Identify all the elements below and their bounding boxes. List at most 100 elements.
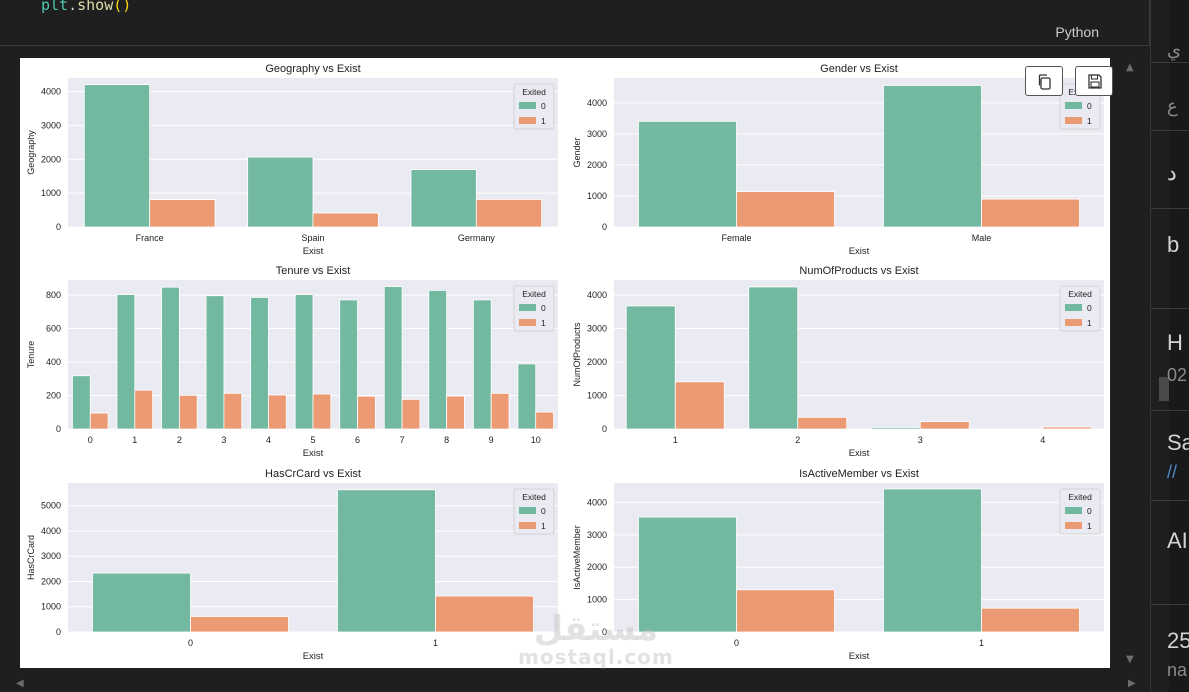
side-fragment[interactable]: 02 — [1167, 365, 1188, 385]
chart-title: IsActiveMember vs Exist — [799, 468, 919, 480]
bar — [736, 191, 835, 228]
x-tick-label: Spain — [301, 233, 324, 243]
legend-label: 0 — [541, 506, 546, 516]
cell-output-image: 0 1000 2000 3000 4000 France Spain Germany Geogr… — [20, 58, 1110, 668]
code-line[interactable]: plt.show() — [41, 0, 131, 14]
legend-label: 0 — [541, 101, 546, 111]
legend-swatch — [519, 319, 536, 326]
scroll-left-arrow-icon[interactable]: ◀ — [16, 678, 24, 689]
legend-label: 1 — [1087, 521, 1092, 531]
x-axis-label: Exist — [303, 651, 324, 662]
bar — [919, 421, 970, 430]
y-tick-label: 0 — [56, 627, 61, 637]
bar — [134, 389, 154, 430]
bar — [446, 395, 465, 430]
x-tick-label: 8 — [444, 435, 449, 445]
bar — [337, 489, 436, 633]
legend-label: 1 — [1087, 116, 1092, 126]
y-tick-label: 3000 — [587, 129, 607, 139]
copy-icon — [1038, 74, 1051, 90]
y-tick-label: 3000 — [41, 551, 61, 561]
y-axis-label: Geography — [26, 130, 36, 175]
bar — [357, 395, 376, 430]
x-tick-label: 3 — [221, 435, 226, 445]
y-axis-label: HasCrCard — [26, 535, 36, 580]
bar — [223, 392, 243, 430]
x-axis-label: Exist — [849, 651, 870, 662]
cell-language-label[interactable]: Python — [1055, 24, 1099, 40]
side-divider — [1151, 208, 1189, 209]
y-tick-label: 4000 — [587, 497, 607, 507]
output-horizontal-scrollbar[interactable]: ◀ ▶ — [0, 676, 1150, 692]
legend-label: 1 — [541, 116, 546, 126]
x-axis-label: Exist — [303, 246, 324, 257]
x-tick-label: 2 — [795, 435, 800, 445]
y-tick-label: 3000 — [41, 120, 61, 130]
side-fragment[interactable]: ي — [1167, 40, 1182, 60]
y-tick-label: 800 — [46, 290, 61, 300]
bar — [883, 85, 982, 228]
side-fragment[interactable]: ع — [1167, 96, 1178, 116]
side-fragment[interactable]: 25 — [1167, 628, 1189, 653]
side-panel-scroll-thumb[interactable] — [1159, 377, 1169, 401]
side-fragment[interactable]: b — [1167, 232, 1180, 257]
side-fragment[interactable]: AI — [1167, 528, 1188, 553]
side-fragment[interactable]: Sa — [1167, 430, 1189, 455]
y-tick-label: 3000 — [587, 324, 607, 334]
side-divider — [1151, 500, 1189, 501]
legend-title: Exited — [1068, 289, 1092, 299]
bar — [638, 516, 737, 633]
legend-swatch — [1065, 117, 1082, 124]
side-divider — [1151, 308, 1189, 309]
save-icon — [1088, 74, 1102, 89]
side-fragment[interactable]: na — [1167, 660, 1188, 680]
bar — [736, 589, 835, 633]
bar — [161, 286, 180, 430]
y-tick-label: 2000 — [41, 576, 61, 586]
side-divider — [1151, 62, 1189, 63]
bar — [490, 392, 510, 430]
side-fragment[interactable]: H — [1167, 330, 1183, 355]
x-tick-label: 9 — [489, 435, 494, 445]
bar — [870, 427, 921, 430]
legend-swatch — [1065, 507, 1082, 514]
bar — [748, 286, 799, 430]
y-tick-label: 4000 — [587, 98, 607, 108]
code-cell[interactable]: plt.show() Python — [0, 0, 1150, 46]
copy-output-button[interactable] — [1025, 66, 1063, 96]
bar — [981, 198, 1080, 228]
legend-swatch — [1065, 102, 1082, 109]
code-parens: () — [113, 0, 132, 14]
bar — [116, 294, 136, 430]
y-tick-label: 4000 — [41, 526, 61, 536]
y-tick-label: 0 — [56, 222, 61, 232]
bar — [92, 572, 191, 633]
x-tick-label: 0 — [188, 638, 193, 648]
scroll-up-arrow-icon[interactable]: ▲ — [1126, 62, 1134, 73]
side-fragment[interactable]: د — [1167, 160, 1177, 185]
bar — [89, 412, 109, 430]
chart-title: Tenure vs Exist — [276, 265, 351, 277]
scroll-right-arrow-icon[interactable]: ▶ — [1128, 678, 1136, 689]
output-vertical-scrollbar[interactable]: ▲ ▼ — [1120, 58, 1142, 674]
bar — [83, 84, 151, 228]
x-axis-label: Exist — [849, 448, 870, 459]
scroll-down-arrow-icon[interactable]: ▼ — [1126, 654, 1134, 665]
save-output-button[interactable] — [1075, 66, 1113, 96]
x-tick-label: France — [136, 233, 164, 243]
legend-label: 0 — [1087, 303, 1092, 313]
y-tick-label: 0 — [602, 627, 607, 637]
x-tick-label: 0 — [734, 638, 739, 648]
bar — [674, 381, 725, 430]
bar — [883, 488, 982, 633]
y-tick-label: 200 — [46, 391, 61, 401]
bar — [312, 212, 379, 228]
bar — [250, 297, 269, 430]
y-tick-label: 4000 — [587, 290, 607, 300]
y-tick-label: 2000 — [587, 160, 607, 170]
bar — [178, 394, 198, 430]
legend-label: 1 — [541, 521, 546, 531]
x-tick-label: Germany — [458, 233, 496, 243]
bar — [72, 375, 91, 430]
side-slash-icon: // — [1167, 462, 1178, 482]
